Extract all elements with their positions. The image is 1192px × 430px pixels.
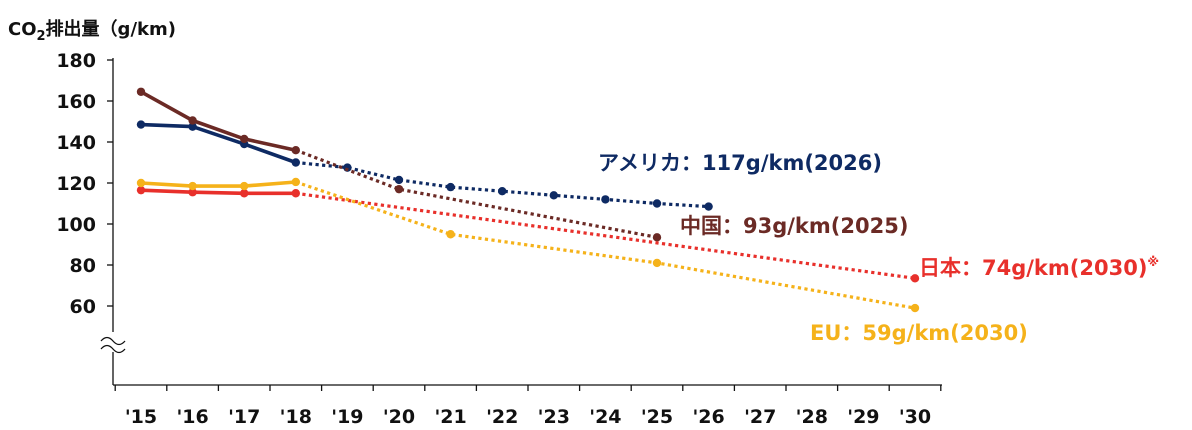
y-axis-label-suffix: 排出量（g/km) — [46, 18, 176, 40]
x-tick-label: '20 — [383, 406, 415, 428]
x-tick-label: '15 — [125, 406, 157, 428]
series-eu-point — [910, 303, 920, 313]
series-usa-point — [291, 158, 300, 167]
series-japan-point — [910, 274, 920, 283]
y-axis-label: CO2排出量（g/km) — [8, 18, 176, 44]
axis-break-symbol — [100, 336, 126, 354]
series-layer — [136, 87, 920, 313]
series-japan-point — [136, 185, 146, 195]
series-usa-point — [188, 122, 197, 131]
series-annotations: アメリカ：117g/km(2026) 中国：93g/km(2025) 日本：74g/… — [598, 151, 1159, 345]
series-japan-target-line — [295, 191, 916, 280]
series-japan-point — [188, 188, 197, 197]
series-china-actual-line — [140, 90, 297, 152]
annotation-usa: アメリカ：117g/km(2026) — [598, 151, 882, 175]
x-axis-ticks: '15 '16 '17 '18 '19 '20 '21 '22 '23 '24 '25 '26 '27 '… — [114, 385, 942, 428]
series-china-target-line — [295, 148, 658, 239]
y-axis-label-subscript: 2 — [37, 29, 46, 44]
series-usa-point — [652, 199, 662, 208]
x-tick-label: '27 — [744, 406, 776, 428]
y-tick-label: 160 — [56, 91, 96, 113]
series-usa-actual-line — [140, 122, 297, 165]
y-axis-ticks: 60 80 100 120 140 160 180 — [56, 50, 113, 318]
x-tick-label: '21 — [434, 406, 466, 428]
x-tick-label: '26 — [692, 406, 724, 428]
y-tick-label: 60 — [70, 296, 96, 318]
series-japan-point — [291, 189, 300, 198]
y-tick-label: 180 — [56, 50, 96, 72]
series-china — [136, 87, 662, 242]
series-eu-target-line — [295, 180, 916, 310]
x-tick-label: '16 — [176, 406, 208, 428]
series-usa-point — [136, 120, 146, 129]
series-china-point — [394, 184, 404, 194]
x-tick-label: '24 — [589, 406, 621, 428]
x-tick-label: '30 — [899, 406, 931, 428]
x-tick-label: '18 — [280, 406, 312, 428]
series-china-point — [188, 116, 197, 125]
series-eu-point — [652, 258, 662, 268]
x-tick-label: '19 — [331, 406, 363, 428]
x-tick-label: '22 — [486, 406, 518, 428]
annotation-usa-label: アメリカ：117g/km(2026) — [598, 151, 882, 175]
series-eu-point — [188, 181, 197, 191]
y-tick-label: 100 — [56, 214, 96, 236]
series-eu-point — [136, 178, 146, 188]
series-japan-point — [240, 189, 249, 198]
annotation-japan: 日本：74g/km(2030)※ — [919, 255, 1159, 280]
x-tick-label: '17 — [228, 406, 260, 428]
series-usa — [136, 120, 713, 211]
series-eu-point — [446, 230, 455, 239]
x-tick-label: '25 — [641, 406, 673, 428]
x-tick-label: '23 — [538, 406, 570, 428]
series-china-point — [240, 134, 249, 144]
annotation-china: 中国：93g/km(2025) — [680, 214, 908, 238]
series-china-point — [652, 233, 662, 242]
series-eu — [136, 177, 920, 313]
series-usa-point — [601, 195, 610, 204]
series-eu-point — [291, 177, 300, 187]
y-tick-label: 120 — [56, 173, 96, 195]
series-japan-actual-line — [140, 188, 296, 196]
annotation-japan-note-mark: ※ — [1147, 255, 1159, 269]
annotation-japan-label: 日本：74g/km(2030) — [919, 256, 1147, 280]
x-tick-label: '29 — [847, 406, 879, 428]
series-eu-point — [240, 181, 249, 191]
annotation-china-label: 中国：93g/km(2025) — [680, 214, 908, 238]
series-usa-point — [446, 182, 455, 192]
series-china-point — [136, 87, 146, 96]
y-tick-label: 140 — [56, 132, 96, 154]
series-japan — [136, 185, 920, 283]
y-axis-label-prefix: CO — [8, 19, 37, 40]
series-usa-point — [704, 202, 713, 211]
series-usa-point — [394, 175, 404, 185]
series-china-point — [291, 146, 300, 155]
series-usa-point — [498, 187, 507, 196]
y-tick-label: 80 — [70, 255, 96, 277]
annotation-eu-label: EU：59g/km(2030) — [810, 321, 1028, 345]
annotation-eu: EU：59g/km(2030) — [810, 321, 1028, 345]
series-usa-point — [549, 191, 558, 200]
x-tick-label: '28 — [796, 406, 828, 428]
series-eu-actual-line — [140, 180, 296, 188]
